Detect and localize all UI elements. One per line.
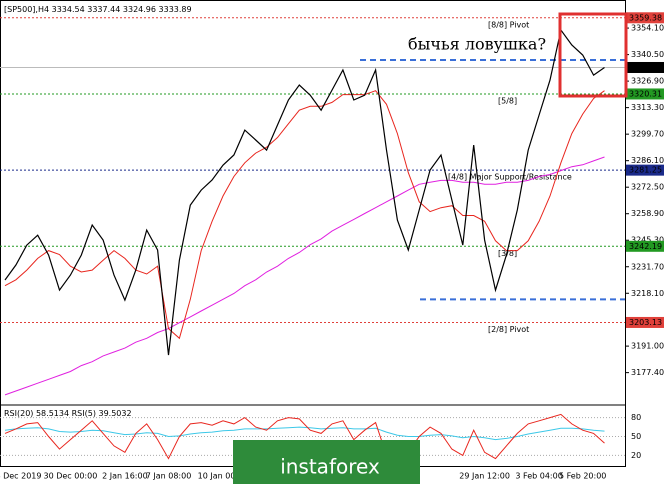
level-label: [5/8] [498, 96, 517, 105]
x-tick-label: 29 Jan 12:00 [459, 472, 510, 481]
price-box [626, 240, 664, 252]
series-line [4, 28, 605, 356]
y-tick-label: 3177.40 [631, 368, 664, 377]
y-tick-label: 3340.50 [631, 50, 664, 59]
series-line [4, 413, 605, 460]
level-label: [4/8] Major Support/Resistance [448, 173, 572, 182]
y-tick-label: 3299.70 [631, 130, 664, 139]
symbol-header: [SP500],H4 3334.54 3337.44 3324.96 3333.… [4, 5, 192, 14]
rsi-name: RSI(5) [72, 409, 96, 418]
rsi-header: RSI(20) 58.5134 RSI(5) 39.5032 [4, 409, 132, 418]
open: 3334.54 [52, 5, 85, 14]
price-box [626, 164, 664, 176]
series-line [4, 426, 605, 441]
price-box [626, 12, 664, 24]
price-box-label: 3359.38 [629, 13, 662, 22]
price-box-label: 3320.31 [629, 89, 662, 98]
y-tick-label: 3191.00 [631, 342, 664, 351]
close: 3333.89 [159, 5, 192, 14]
price-box [626, 61, 664, 73]
y-tick-label: 3245.30 [631, 236, 664, 245]
y-tick-label: 3354.10 [631, 24, 664, 33]
price-box [626, 316, 664, 328]
y-tick-label: 3258.90 [631, 209, 664, 218]
price-box-label: 3281.25 [629, 166, 662, 175]
series-line [4, 156, 605, 396]
x-tick-label: 2 Jan 16:00 [102, 472, 148, 481]
high: 3337.44 [87, 5, 120, 14]
price-box [626, 88, 664, 100]
y-tick-label: 3231.70 [631, 262, 664, 271]
highlight-box [558, 12, 628, 98]
y-tick-label: 3313.30 [631, 103, 664, 112]
x-tick-label: 3 Feb 04:00 [515, 472, 562, 481]
x-tick-label: 5 Feb 20:00 [559, 472, 606, 481]
series-line [4, 90, 605, 340]
annotation: бычья ловушка? [408, 35, 546, 54]
x-tick-label: 7 Jan 08:00 [146, 472, 192, 481]
brand-banner [233, 440, 420, 484]
y-tick-label: 3286.10 [631, 156, 664, 165]
y-tick-label: 3272.50 [631, 183, 664, 192]
y-tick-label: 3218.10 [631, 289, 664, 298]
rsi-value: 58.5134 [36, 409, 69, 418]
symbol: [SP500],H4 [4, 5, 49, 14]
plot-frame [0, 0, 626, 467]
rsi-tick-label: 80 [631, 413, 641, 422]
price-box-label: 3203.13 [629, 318, 662, 327]
level-label: [3/8] [498, 249, 517, 258]
level-label: [8/8] Pivot [488, 20, 529, 29]
low: 3324.96 [123, 5, 156, 14]
price-box-label: 3333.89 [629, 63, 662, 72]
rsi-name: RSI(20) [4, 409, 33, 418]
x-tick-label: 24 Dec 2019 [0, 472, 41, 481]
x-tick-label: 10 Jan 00:00 [198, 472, 249, 481]
y-tick-label: 3326.90 [631, 77, 664, 86]
rsi-value: 39.5032 [98, 409, 131, 418]
x-tick-label: 30 Dec 00:00 [43, 472, 97, 481]
level-label: [2/8] Pivot [488, 325, 529, 334]
rsi-tick-label: 50 [631, 432, 641, 441]
price-box-label: 3242.19 [629, 242, 662, 251]
rsi-tick-label: 20 [631, 451, 641, 460]
brand: instaforex [280, 455, 380, 479]
